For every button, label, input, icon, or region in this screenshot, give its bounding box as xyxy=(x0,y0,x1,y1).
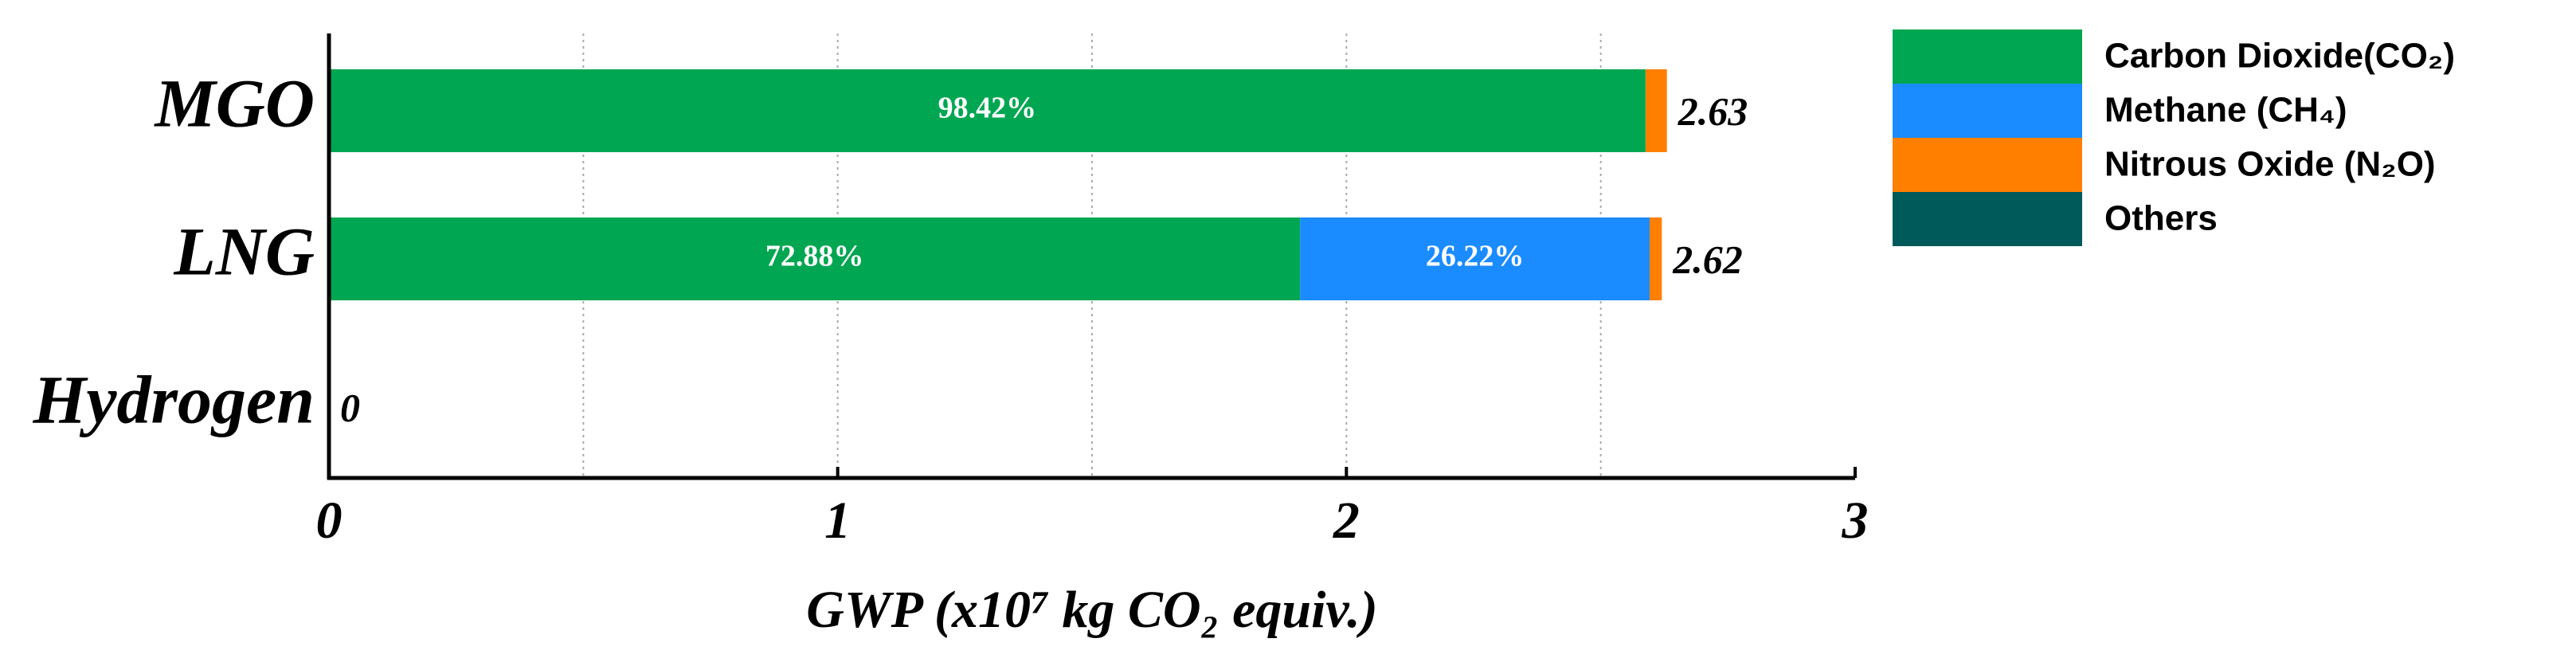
total-label: 2.62 xyxy=(1672,237,1743,281)
segment-label: 72.88% xyxy=(765,240,864,273)
legend-label: Others xyxy=(2104,199,2218,238)
x-axis-title: GWP (x10⁷ kg CO₂ equiv.) xyxy=(806,581,1378,639)
bar-segment xyxy=(329,217,1301,300)
total-label: 2.63 xyxy=(1678,88,1748,133)
total-label: 0 xyxy=(340,385,360,429)
bar-segment xyxy=(1645,69,1667,152)
x-tick-label: 0 xyxy=(316,492,343,550)
x-tick-label: 2 xyxy=(1333,492,1360,550)
legend-label: Methane (CH₄) xyxy=(2104,91,2347,130)
legend-swatch xyxy=(1893,138,2082,192)
segment-label: 98.42% xyxy=(938,92,1037,125)
legend-label: Carbon Dioxide(CO₂) xyxy=(2104,37,2455,76)
y-tick-label: Hydrogen xyxy=(32,362,315,438)
legend-label: Nitrous Oxide (N₂O) xyxy=(2104,145,2436,184)
y-tick-label: LNG xyxy=(173,213,315,290)
bar-segment xyxy=(329,69,1646,152)
x-tick-label: 1 xyxy=(824,492,851,550)
legend-swatch xyxy=(1893,84,2082,138)
y-tick-label: MGO xyxy=(153,65,315,142)
bar-segment xyxy=(1649,217,1662,300)
legend-swatch xyxy=(1893,192,2082,246)
x-tick-label: 3 xyxy=(1842,492,1869,550)
segment-label: 26.22% xyxy=(1426,240,1525,273)
bar-segment xyxy=(1300,217,1650,300)
legend-swatch xyxy=(1893,29,2082,84)
